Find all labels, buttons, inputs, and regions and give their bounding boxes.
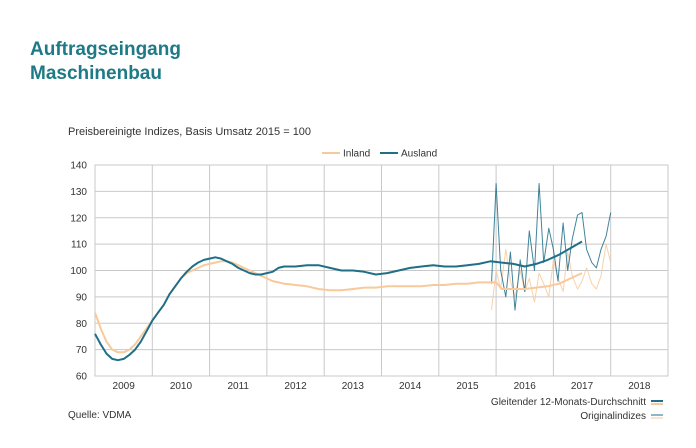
plot-frame (94, 164, 669, 377)
series-line-ausland-original (491, 183, 612, 311)
x-tick-label: 2009 (113, 381, 136, 392)
x-tick-label: 2012 (284, 381, 307, 392)
x-tick-label: 2011 (227, 381, 249, 392)
series-line-inland-original (491, 243, 612, 311)
y-tick-label: 120 (70, 213, 87, 224)
y-tick-label: 80 (76, 319, 88, 330)
y-axis-ticks: 60 70 80 90 100 110 120 130 140 (70, 161, 87, 383)
x-axis-ticks: 2009 2010 2011 2012 2013 2014 2015 2016 2017 2018 (113, 381, 651, 392)
title-line-1: Auftragseingang (30, 39, 181, 60)
y-tick-label: 110 (71, 240, 87, 251)
x-tick-label: 2016 (514, 381, 537, 392)
x-tick-label: 2010 (170, 381, 193, 392)
legend-label: Gleitender 12-Monats-Durchschnitt (491, 397, 646, 408)
y-tick-label: 100 (70, 266, 87, 277)
legend-bottom: Gleitender 12-Monats-Durchschnitt Origina… (491, 397, 663, 422)
x-tick-label: 2017 (571, 381, 594, 392)
y-tick-label: 70 (76, 345, 88, 356)
y-tick-label: 140 (70, 161, 87, 172)
x-tick-label: 2013 (342, 381, 365, 392)
source-note: Quelle: VDMA (68, 410, 132, 421)
chart-subtitle: Preisbereinigte Indizes, Basis Umsatz 20… (68, 126, 312, 138)
y-tick-label: 60 (76, 372, 88, 383)
chart-title: Auftragseingang Maschinenbau (30, 38, 181, 86)
legend-label: Inland (343, 149, 370, 160)
y-tick-label: 90 (76, 292, 88, 303)
legend-top: Inland Ausland (322, 149, 437, 160)
legend-label: Ausland (401, 149, 437, 160)
series-line-inland-average (94, 260, 583, 354)
y-tick-label: 130 (70, 187, 87, 198)
series-lines (94, 183, 612, 362)
grid-lines (94, 164, 669, 377)
series-line-ausland-average (94, 240, 583, 362)
legend-label: Originalindizes (580, 411, 646, 422)
title-line-2: Maschinenbau (30, 63, 162, 84)
x-tick-label: 2015 (456, 381, 479, 392)
x-tick-label: 2014 (399, 381, 422, 392)
x-tick-label: 2018 (628, 381, 651, 392)
